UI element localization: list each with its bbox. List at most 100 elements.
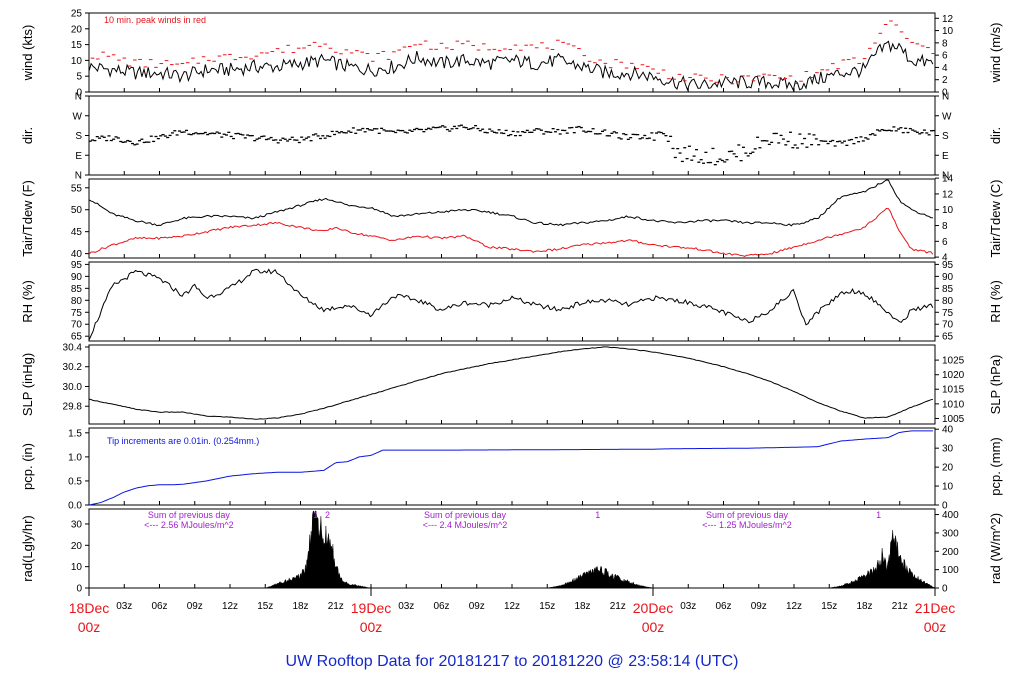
y-tick-label-right: 300	[942, 528, 959, 539]
series-sea-level-pressure	[88, 346, 934, 420]
x-tick-label: 12z	[504, 601, 520, 612]
radiation-day-3	[829, 529, 936, 589]
y-axis-label-right: pcp. (mm)	[988, 437, 1003, 496]
series-dew-point	[88, 207, 934, 258]
y-tick-label-left: 1.5	[68, 428, 82, 439]
y-tick-label-right: 90	[942, 272, 954, 283]
day-hour-label: 00z	[360, 619, 383, 635]
x-tick-label: 18z	[856, 601, 872, 612]
x-tick-label: 21z	[610, 601, 626, 612]
panel-frame	[88, 261, 936, 342]
x-tick-label: 21z	[328, 601, 344, 612]
x-tick-label: 09z	[187, 601, 203, 612]
series-wind-speed	[88, 40, 934, 92]
y-tick-label-right: 10	[942, 205, 954, 216]
y-tick-label-left: 30.2	[63, 362, 83, 373]
y-tick-label-left: 45	[71, 227, 83, 238]
series-relative-humidity	[88, 268, 934, 341]
x-tick-label: 06z	[433, 601, 449, 612]
chart-title: UW Rooftop Data for 20181217 to 20181220…	[286, 653, 739, 670]
series-direction	[88, 124, 936, 166]
y-tick-label-right: 0	[942, 584, 948, 595]
y-tick-label-right: 80	[942, 296, 954, 307]
x-tick-label: 15z	[821, 601, 837, 612]
y-tick-label-left: 0	[76, 88, 82, 99]
y-axis-label-left: SLP (inHg)	[20, 353, 35, 416]
x-tick-label: 15z	[539, 601, 555, 612]
radiation-day-2	[547, 566, 654, 589]
x-tick-label: 03z	[680, 601, 696, 612]
x-tick-label: 06z	[715, 601, 731, 612]
y-tick-label-left: 20	[71, 541, 83, 552]
y-tick-label-right: N	[942, 171, 949, 182]
y-tick-label-right: 100	[942, 565, 959, 576]
panel-7: rad(Lgly/hr) rad (W/m^2)01020300100200300…	[20, 508, 1003, 595]
panel-3: Tair/Tdew (F) Tair/Tdew (C) 40 45 50 55 4 6 8 10 1…	[20, 174, 1003, 264]
x-tick-label: 09z	[751, 601, 767, 612]
y-tick-label-left: 30	[71, 519, 83, 530]
y-tick-label-left: 50	[71, 205, 83, 216]
y-tick-label-left: 0.0	[68, 501, 82, 512]
y-tick-label-right: 200	[942, 547, 959, 558]
tip-increment-annotation: Tip increments are 0.01in. (0.254mm.)	[107, 436, 259, 446]
y-tick-label-left: W	[73, 111, 83, 122]
y-tick-label-left: 55	[71, 183, 83, 194]
x-tick-label: 03z	[116, 601, 132, 612]
y-tick-label-left: 30.0	[63, 382, 83, 393]
y-axis-label-left: wind (kts)	[20, 25, 35, 82]
y-tick-label-right: 1025	[942, 356, 965, 367]
y-tick-label-right: 1010	[942, 399, 965, 410]
y-tick-label-left: N	[75, 92, 82, 103]
y-tick-label-right: 12	[942, 189, 954, 200]
x-tick-label: 18z	[292, 601, 308, 612]
day-label: 18Dec	[69, 600, 109, 616]
y-tick-label-left: 20	[71, 24, 83, 35]
y-tick-label-left: 75	[71, 308, 83, 319]
y-tick-label-right: 1005	[942, 414, 965, 425]
panel-2: dir. dir.N NE ES SW WN N	[20, 92, 1003, 182]
y-tick-label-right: 95	[942, 260, 954, 271]
y-tick-label-left: 1.0	[68, 452, 82, 463]
y-tick-label-right: 14	[942, 174, 954, 185]
y-tick-label-right: 10	[942, 482, 954, 493]
y-tick-label-right: 0	[942, 88, 948, 99]
y-tick-label-left: S	[75, 131, 82, 142]
panel-6: pcp. (in) pcp. (mm) 0.0 0.5 1.0 1.5 0 10 20 30 40 T…	[20, 425, 1003, 512]
y-tick-label-right: 6	[942, 237, 948, 248]
x-tick-label: 12z	[222, 601, 238, 612]
y-tick-label-right: 8	[942, 221, 948, 232]
y-axis-label-left: pcp. (in)	[20, 443, 35, 490]
y-tick-label-right: 75	[942, 308, 954, 319]
panels-layer: wind (kts) wind (m/s)05101520250246810121…	[20, 9, 1003, 595]
y-tick-label-left: 5	[76, 72, 82, 83]
day-hour-label: 00z	[78, 619, 101, 635]
y-axis-label-right: Tair/Tdew (C)	[988, 179, 1003, 257]
y-tick-label-left: 30.4	[63, 342, 83, 353]
y-tick-label-right: 400	[942, 510, 959, 521]
y-tick-label-right: 2	[942, 75, 948, 86]
radiation-marker: 1	[313, 510, 318, 520]
y-tick-label-left: 85	[71, 284, 83, 295]
time-axis-layer: 03z 06z 09z 12z 15z 18z 21z 03z 06z 09z 12z 15z 18z 2…	[69, 588, 955, 635]
day-hour-label: 00z	[642, 619, 665, 635]
y-axis-label-right: SLP (hPa)	[988, 355, 1003, 415]
y-tick-label-right: E	[942, 151, 949, 162]
x-tick-label: 09z	[469, 601, 485, 612]
y-tick-label-right: 4	[942, 253, 948, 264]
y-tick-label-right: 12	[942, 14, 954, 25]
y-axis-label-right: RH (%)	[988, 280, 1003, 323]
series-peak-winds	[90, 20, 936, 85]
y-tick-label-right: 1020	[942, 370, 965, 381]
y-tick-label-left: 10	[71, 562, 83, 573]
y-axis-label-left: Tair/Tdew (F)	[20, 180, 35, 257]
peak-winds-annotation: 10 min. peak winds in red	[104, 15, 206, 25]
y-tick-label-right: 20	[942, 463, 954, 474]
day-hour-label: 00z	[924, 619, 947, 635]
y-tick-label-right: 40	[942, 425, 954, 436]
y-tick-label-right: 70	[942, 320, 954, 331]
y-tick-label-left: 80	[71, 296, 83, 307]
radiation-marker: 1	[876, 510, 881, 520]
y-axis-label-left: rad(Lgly/hr)	[20, 515, 35, 581]
x-tick-label: 12z	[786, 601, 802, 612]
daily-sum-label: Sum of previous day	[148, 510, 231, 520]
